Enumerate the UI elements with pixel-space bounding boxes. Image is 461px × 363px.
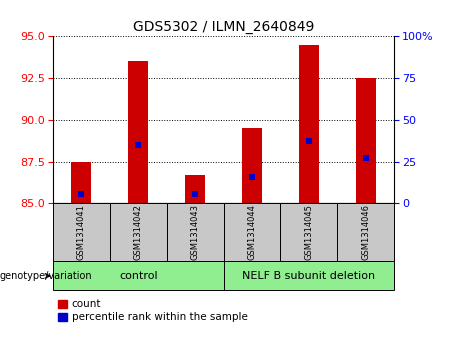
Bar (53, 203, 110, 261)
Text: GSM1314044: GSM1314044 (248, 204, 256, 260)
Bar (280, 203, 337, 261)
Bar (71, 162, 91, 203)
Bar (185, 175, 205, 203)
Text: control: control (119, 271, 158, 281)
Bar (128, 61, 148, 203)
Bar (53, 261, 224, 290)
Bar (337, 203, 394, 261)
Bar (224, 203, 280, 261)
Bar (224, 261, 394, 290)
Text: GSM1314043: GSM1314043 (191, 204, 200, 260)
Bar (242, 128, 262, 203)
Text: NELF B subunit deletion: NELF B subunit deletion (242, 271, 375, 281)
Text: GSM1314045: GSM1314045 (304, 204, 313, 260)
Text: GSM1314042: GSM1314042 (134, 204, 143, 260)
Bar (167, 203, 224, 261)
Legend: count, percentile rank within the sample: count, percentile rank within the sample (58, 299, 248, 322)
Bar (356, 78, 376, 203)
Text: GSM1314046: GSM1314046 (361, 204, 370, 260)
Bar (110, 203, 167, 261)
Bar (299, 45, 319, 203)
Text: genotype/variation: genotype/variation (0, 271, 93, 281)
Title: GDS5302 / ILMN_2640849: GDS5302 / ILMN_2640849 (133, 20, 314, 34)
Text: GSM1314041: GSM1314041 (77, 204, 86, 260)
